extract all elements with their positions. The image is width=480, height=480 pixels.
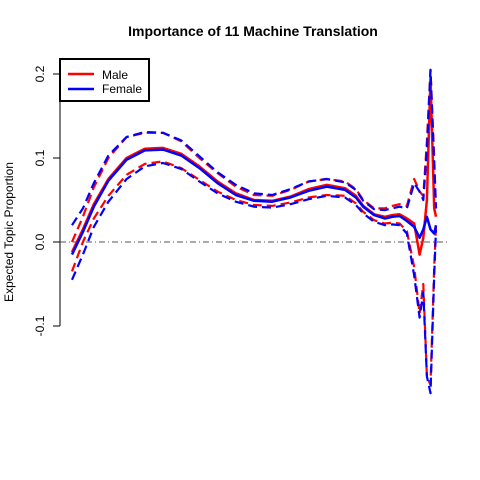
series-male-line (70, 76, 438, 256)
y-axis-ticks: -0.1 0.0 0.1 0.2 (33, 65, 60, 336)
series-female-line (70, 148, 438, 256)
y-tick-label: 0.0 (33, 233, 47, 250)
legend-box (59, 58, 150, 102)
y-tick-label: 0.1 (33, 149, 47, 166)
series-layer (70, 68, 438, 395)
legend-label-female: Female (102, 82, 142, 96)
series-female-upper-bound (71, 68, 438, 226)
y-tick-label: 0.2 (33, 65, 47, 82)
series-male-lower-bound (70, 160, 438, 386)
y-tick-label: -0.1 (33, 315, 47, 336)
legend: Male Female (59, 58, 150, 102)
chart-title: Importance of 11 Machine Translation (128, 23, 378, 39)
legend-label-male: Male (102, 68, 128, 82)
y-axis-title: Expected Topic Proportion (2, 162, 16, 302)
series-female-lower-bound (70, 161, 438, 395)
